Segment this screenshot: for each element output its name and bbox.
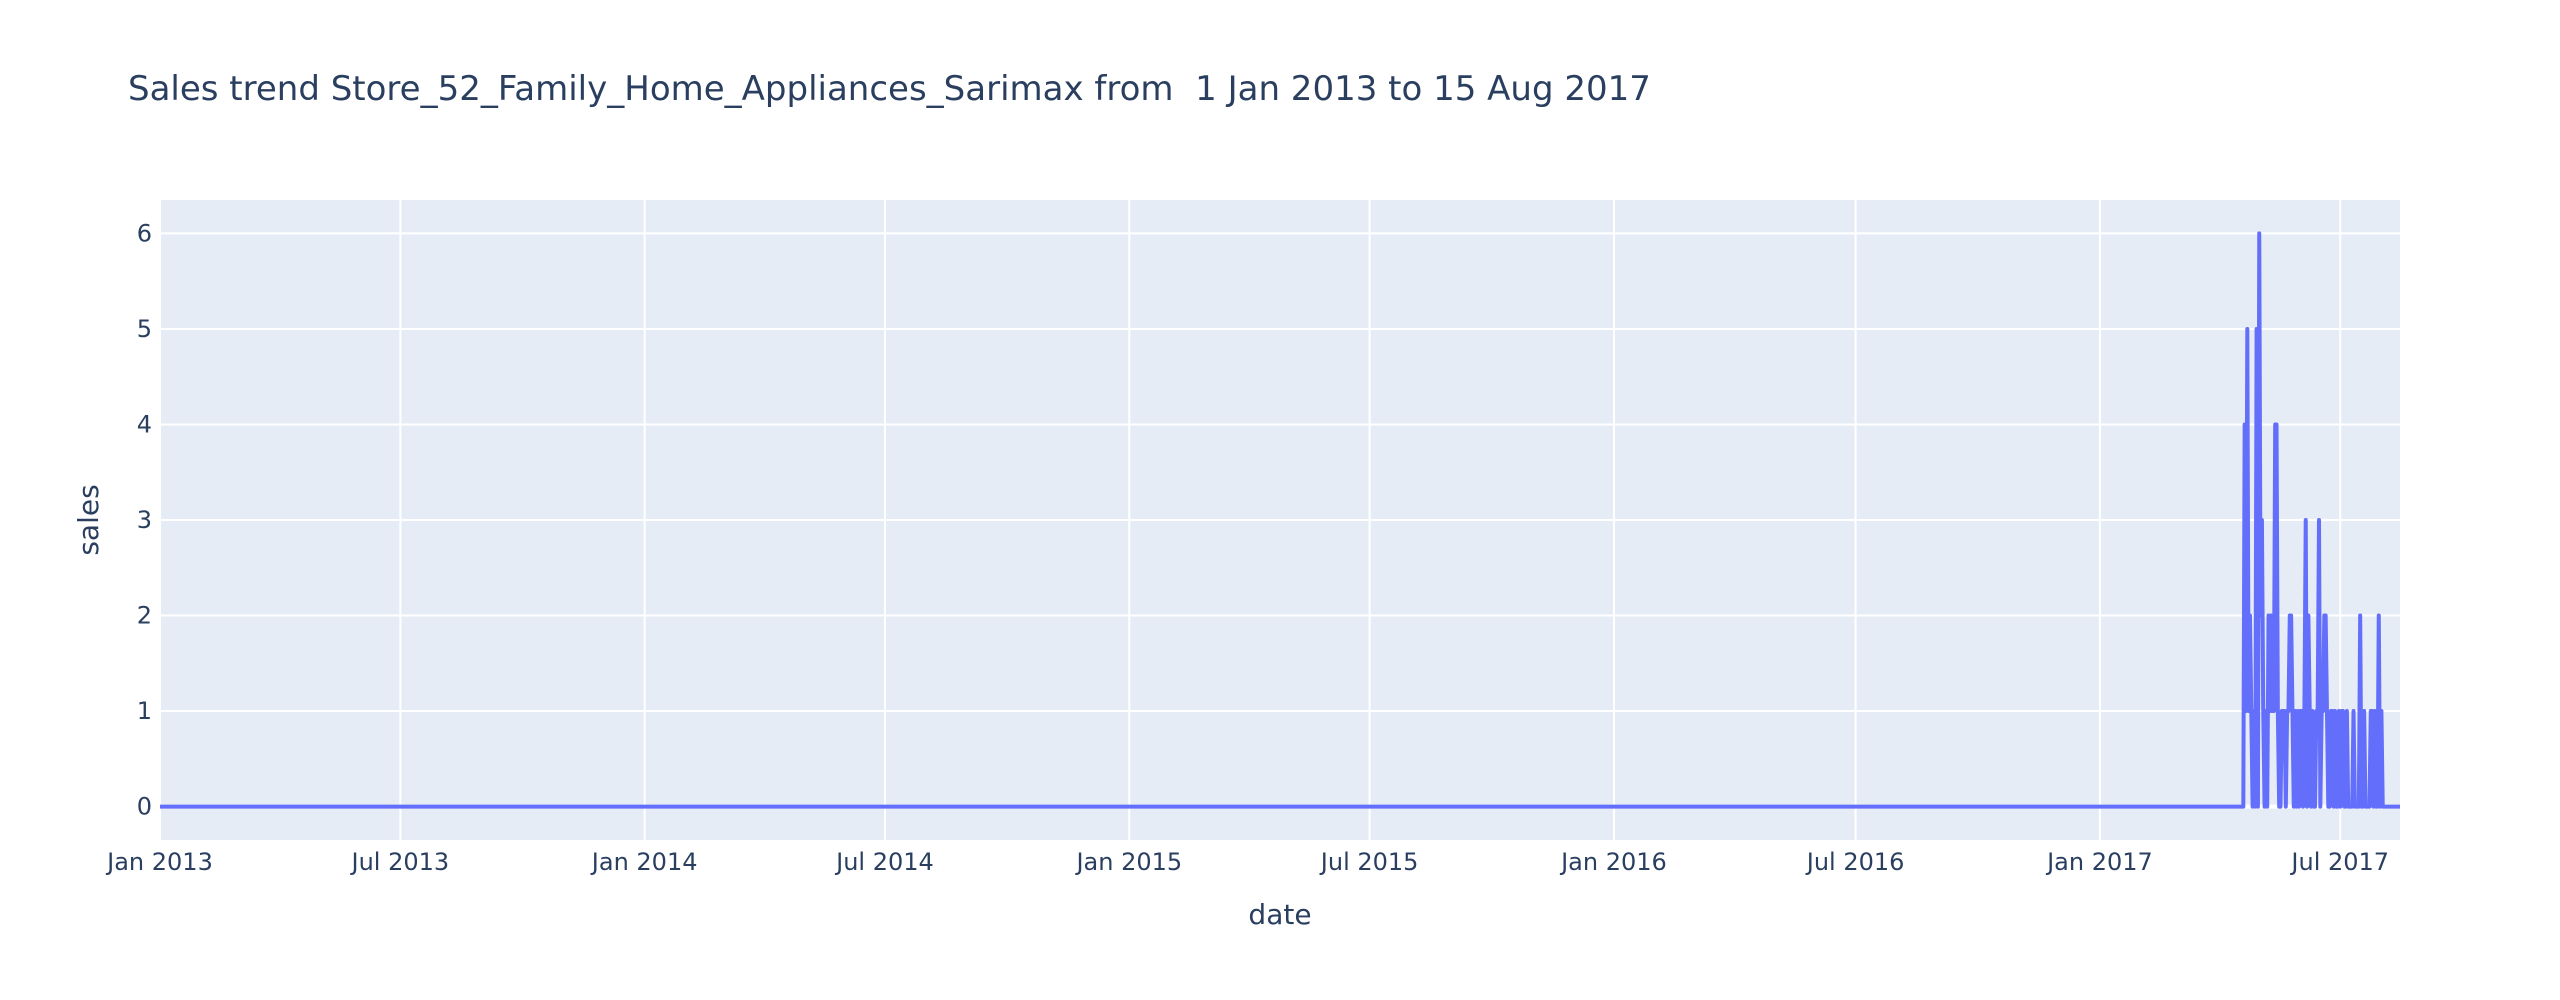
y-tick-label: 5 (137, 315, 152, 343)
x-tick-label: Jul 2014 (834, 848, 934, 876)
x-tick-label: Jul 2016 (1805, 848, 1905, 876)
x-tick-label: Jul 2013 (349, 848, 449, 876)
x-tick-label: Jul 2015 (1319, 848, 1419, 876)
y-axis-title: sales (72, 484, 105, 555)
y-tick-label: 1 (137, 697, 152, 725)
sales-series (160, 231, 2401, 809)
x-tick-labels: Jan 2013 Jul 2013 Jan 2014 Jul 2014 Jan 2015… (105, 848, 2389, 876)
chart-title: Sales trend Store_52_Family_Home_Applian… (128, 69, 1651, 109)
x-tick-label: Jul 2017 (2289, 848, 2389, 876)
y-tick-label: 6 (137, 219, 152, 247)
y-tick-label: 4 (137, 410, 152, 438)
x-tick-label: Jan 2014 (590, 848, 698, 876)
x-axis-title: date (1248, 898, 1311, 931)
x-tick-label: Jan 2016 (1559, 848, 1667, 876)
sales-line (160, 231, 2401, 809)
x-tick-label: Jan 2013 (105, 848, 213, 876)
x-tick-label: Jan 2015 (1074, 848, 1182, 876)
y-tick-label: 0 (137, 793, 152, 821)
y-tick-label: 2 (137, 602, 152, 630)
x-tick-label: Jan 2017 (2045, 848, 2153, 876)
y-tick-label: 3 (137, 506, 152, 534)
y-tick-labels: 0 1 2 3 4 5 6 (137, 219, 152, 820)
